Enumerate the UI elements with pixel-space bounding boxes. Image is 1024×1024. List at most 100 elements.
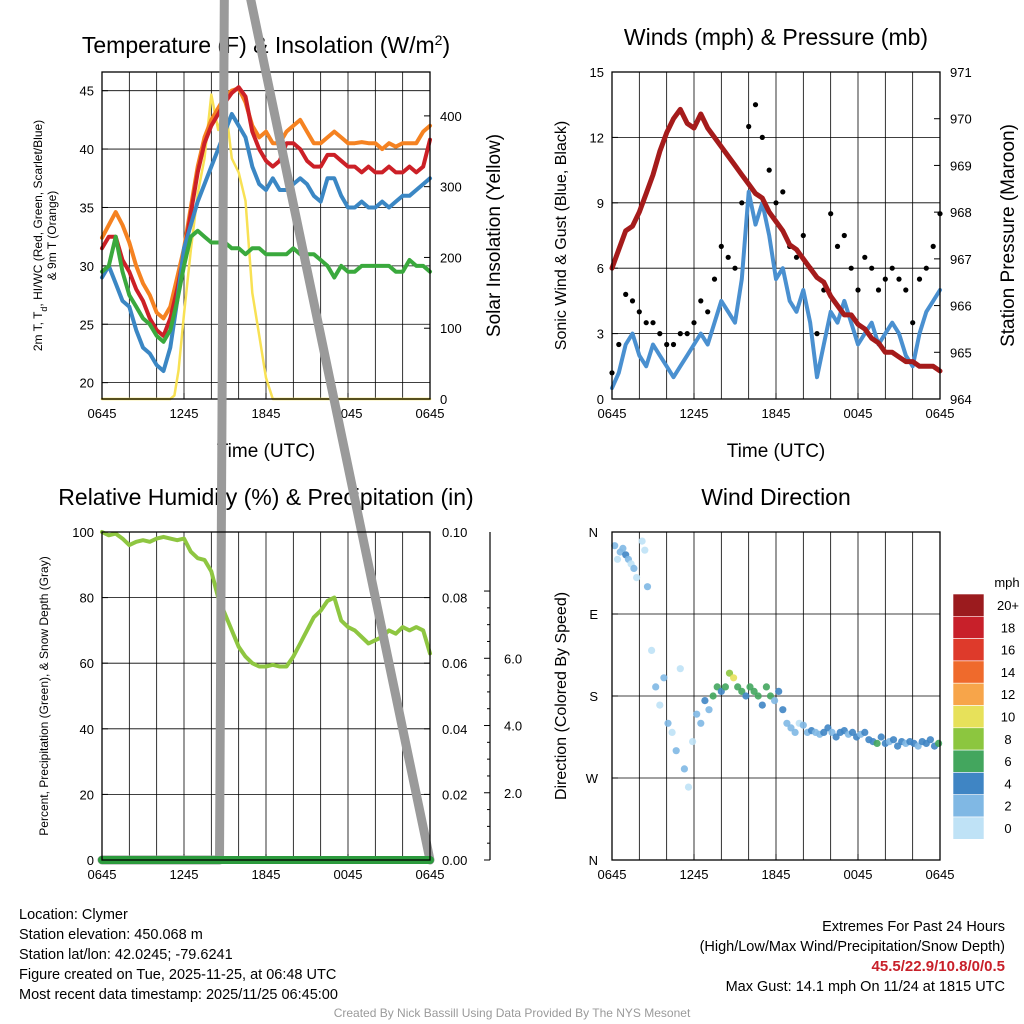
extremes-info: Extremes For Past 24 Hours (High/Low/Max… (700, 917, 1005, 997)
x-tick-label: 0645 (88, 867, 117, 882)
direction-point (750, 687, 758, 696)
gust-point (746, 123, 752, 130)
y2-axis-label: Station Pressure (Maroon) (998, 124, 1019, 347)
x-tick-label: 0645 (416, 406, 445, 421)
colorbar-swatch (952, 705, 985, 729)
direction-point (664, 719, 672, 727)
y2-tick-label: 0.04 (442, 722, 467, 737)
x-tick-label: 0645 (926, 406, 955, 421)
gust-point (862, 254, 868, 260)
colorbar-swatch (952, 638, 985, 662)
gust-point (759, 134, 765, 140)
series-relative-humidity (100, 530, 432, 669)
y2-tick-label: 0.00 (442, 853, 467, 868)
gust-point (650, 320, 656, 326)
direction-point (660, 674, 668, 682)
direction-point (613, 555, 622, 563)
direction-point (668, 728, 676, 737)
gust-point (923, 265, 929, 271)
y2-tick-label: 0.02 (442, 787, 467, 802)
colorbar-swatch (952, 794, 985, 818)
gust-point (766, 167, 772, 173)
direction-point (630, 564, 638, 573)
y-tick-label: 15 (590, 65, 604, 80)
plot-frame (611, 531, 941, 861)
y2-tick-label: 400 (440, 109, 462, 124)
direction-point (799, 721, 807, 729)
direction-point (701, 697, 709, 705)
speed-colorbar: mph 20+ 18 16 14 12 10 8 6 4 2 0 (952, 575, 1020, 840)
y-tick-label: 6 (597, 261, 604, 276)
max-gust-text: Max Gust: 14.1 mph On 11/24 at 1815 UTC (725, 979, 1005, 995)
y2-tick-label: 300 (440, 180, 462, 195)
direction-point (926, 736, 935, 744)
direction-point (766, 692, 775, 700)
colorbar-label: 12 (1001, 687, 1015, 702)
y-tick-label: 0 (597, 392, 604, 407)
y-tick-label: 20 (80, 787, 94, 802)
station-info: Location: Clymer Station elevation: 450.… (19, 905, 338, 1005)
direction-point (771, 697, 779, 705)
gust-point (780, 189, 786, 195)
gust-point (869, 265, 875, 271)
direction-point (754, 692, 762, 700)
y2-tick-label: 968 (950, 205, 972, 220)
location-text: Location: Clymer (19, 907, 128, 923)
direction-point (643, 583, 652, 591)
gust-point (841, 232, 847, 239)
x-tick-label: 1245 (680, 867, 709, 882)
y-tick-label: 25 (80, 317, 94, 332)
y-tick-label: 45 (80, 84, 94, 99)
direction-point (680, 765, 689, 773)
x-tick-label: 0045 (844, 867, 873, 882)
direction-point (638, 537, 646, 545)
gust-point (793, 254, 800, 260)
direction-point (779, 706, 787, 714)
x-tick-label: 0645 (598, 867, 627, 882)
y-axis-label-line2: & 9m T (Orange) (45, 191, 59, 281)
colorbar-swatch (952, 772, 985, 796)
gust-point (910, 320, 916, 326)
extremes-desc: (High/Low/Max Wind/Precipitation/Snow De… (699, 939, 1005, 955)
y-tick-label: 9 (597, 196, 604, 211)
gust-point (643, 320, 649, 326)
direction-point (709, 692, 717, 700)
direction-point (758, 701, 766, 709)
direction-point (730, 674, 738, 682)
direction-point (611, 542, 619, 550)
colorbar-swatch (952, 682, 985, 706)
gust-point (882, 276, 888, 282)
gust-point (848, 265, 854, 271)
x-tick-label: 1845 (762, 406, 791, 421)
colorbar-swatch (952, 593, 985, 617)
created-text: Figure created on Tue, 2025-11-25, at 06… (19, 967, 337, 983)
chart-title: Relative Humidity (%) & Precipitation (i… (58, 484, 473, 510)
gust-point (684, 331, 690, 337)
gust-point (636, 309, 642, 315)
direction-point (828, 728, 836, 737)
y-axis-label: Direction (Colored By Speed) (553, 592, 570, 800)
colorbar-swatch (952, 615, 985, 639)
y2-tick-label: 100 (440, 321, 462, 336)
direction-point (791, 728, 799, 737)
y-axis-label: Sonic Wind & Gust (Blue, Black) (553, 121, 570, 350)
gust-point (889, 265, 895, 271)
direction-point (889, 736, 898, 744)
gust-point (875, 287, 882, 293)
y-axis-label: 2m T, Td, HI/WC (Red, Green, Scarlet/Blu… (31, 120, 49, 351)
series-9m-t (100, 86, 432, 321)
direction-point (684, 783, 693, 791)
gust-point (814, 331, 820, 337)
y-axis-label: Percent, Precipitation (Green), & Snow D… (37, 556, 51, 835)
direction-point (697, 719, 705, 727)
direction-point (633, 574, 641, 582)
x-tick-label: 1845 (762, 867, 791, 882)
y-tick-label: 0 (87, 853, 94, 868)
extremes-values: 45.5/22.9/10.8/0/0.5 (871, 958, 1005, 975)
chart-title: Winds (mph) & Pressure (mb) (624, 24, 928, 50)
gust-point (691, 320, 697, 326)
y-tick-label: 12 (590, 130, 604, 145)
series-hi-wc (100, 112, 432, 373)
elevation-text: Station elevation: 450.068 m (19, 927, 203, 943)
